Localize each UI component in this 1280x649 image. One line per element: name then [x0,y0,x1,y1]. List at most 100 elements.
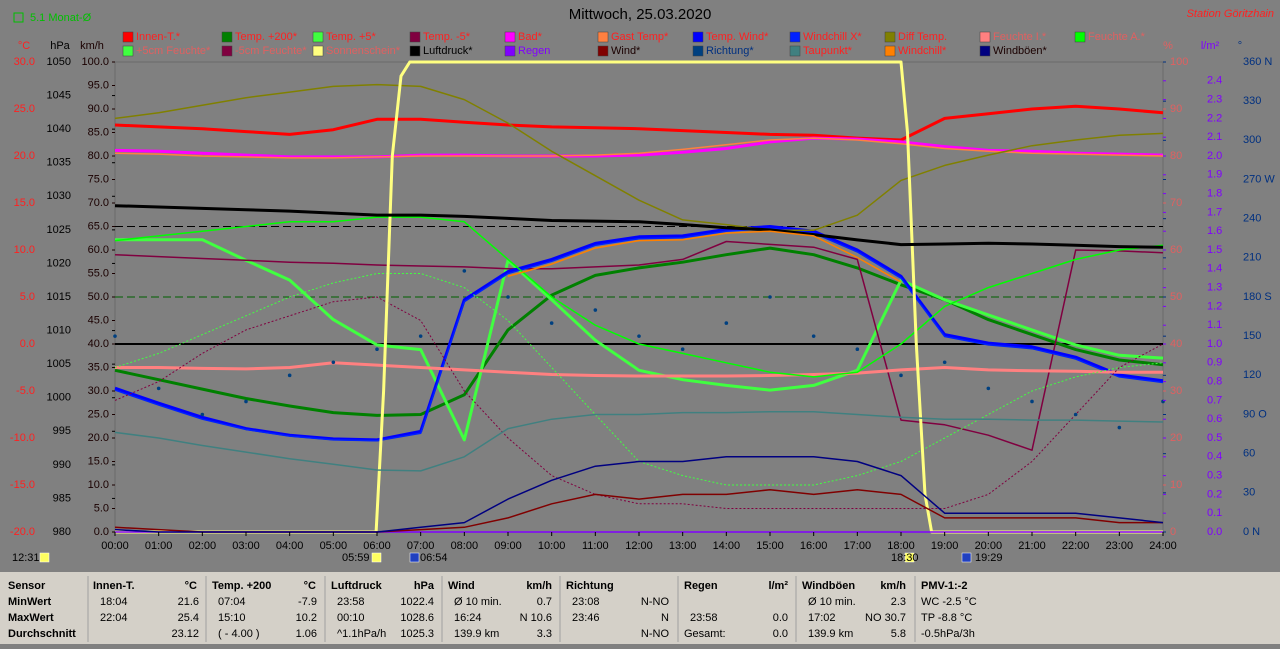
x-tick-label: 12:00 [625,540,653,552]
stats-header: Windböen [802,580,855,592]
legend-swatch [884,31,896,43]
series-dot [899,373,903,378]
y-tick-label: 35.0 [88,361,109,373]
y-tick-label: 55.0 [88,267,109,279]
y-tick-label: 1025 [47,224,71,236]
x-tick-label: 18:00 [887,540,915,552]
stats-cell: 16:24 [454,612,482,624]
legend-swatch [884,45,896,57]
legend-label: Taupunkt* [803,45,853,57]
series-line [114,83,1164,232]
series-dot [637,334,641,338]
legend-swatch [312,31,324,43]
y-tick-label: 25.0 [14,103,35,115]
series-dot [811,334,816,338]
series-line [114,136,1164,159]
legend-swatch [122,45,134,57]
stats-cell: Gesamt: [684,628,726,640]
series-dot [593,308,598,312]
y-tick-label: 10 [1170,479,1182,491]
series-dot [1030,399,1034,404]
series-line [507,230,902,283]
stats-cell: 1.06 [296,628,317,640]
y-tick-label: 1.8 [1207,188,1222,200]
y-tick-label: 1005 [47,358,71,370]
legend-label: Windböen* [993,45,1048,57]
x-tick-label: 05:00 [320,540,348,552]
stats-cell: TP -8.8 °C [921,612,972,624]
series-dot [724,321,729,325]
y-tick-label: 90.0 [88,103,109,115]
legend-swatch [409,45,421,57]
stats-cell: 5.8 [891,628,906,640]
x-tick-label: 15:00 [756,540,784,552]
series-line [114,216,1164,378]
y-tick-label: 100 [1170,56,1188,68]
y-tick-label: 90 [1170,103,1182,115]
y-tick-label: 2.3 [1207,94,1222,106]
y-tick-label: 30.0 [14,56,35,68]
y-tick-label: 30 [1170,385,1182,397]
legend-label: Bad* [518,31,543,43]
stats-cell: N [661,612,669,624]
series-dot [942,360,947,365]
y-tick-label: 1000 [47,392,71,404]
x-tick-label: 17:00 [844,540,872,552]
series-line [114,225,1164,442]
axis-unit: hPa [50,40,70,52]
y-tick-label: 20.0 [88,432,109,444]
y-tick-label: 30.0 [88,385,109,397]
y-tick-label: 80 [1170,150,1182,162]
y-tick-label: 1.9 [1207,169,1222,181]
legend-label: Windchill X* [803,31,862,43]
x-tick-label: 08:00 [451,540,479,552]
x-tick-label: 07:00 [407,540,435,552]
y-tick-label: 80.0 [88,150,109,162]
x-tick-label: 21:00 [1018,540,1046,552]
y-tick-label: 1.5 [1207,244,1222,256]
stats-header: km/h [526,580,552,592]
y-tick-label: 1.2 [1207,300,1222,312]
axis-unit: km/h [80,40,104,52]
y-tick-label: 240 [1243,213,1261,225]
y-tick-label: 70.0 [88,197,109,209]
legend-label: Diff Temp. [898,31,947,43]
x-tick-label: 24:00 [1149,540,1177,552]
y-tick-label: 1030 [47,190,71,202]
y-tick-label: 1.6 [1207,225,1222,237]
y-tick-label: 300 [1243,134,1261,146]
chart-background [0,0,1280,572]
stats-header: Temp. +200 [212,580,271,592]
stats-cell: ( - 4.00 ) [218,628,260,640]
x-tick-label: 02:00 [189,540,217,552]
series-dot [549,321,554,325]
legend-label: Innen-T.* [136,31,181,43]
stats-cell: 21.6 [178,596,199,608]
y-tick-label: 0.5 [1207,432,1222,444]
series-line [114,240,1164,451]
series-dot [156,386,161,391]
stats-header: km/h [880,580,906,592]
y-tick-label: 995 [53,425,71,437]
legend-label: Richtung* [706,45,754,57]
y-tick-label: 1015 [47,291,71,303]
series-dot [287,373,292,378]
legend-swatch [692,31,704,43]
stats-background [0,572,1280,644]
legend-swatch [692,45,704,57]
series-line [115,361,1163,378]
x-tick-label: 09:00 [494,540,522,552]
stats-row-label: MinWert [8,596,52,608]
stats-header: PMV-1:-2 [921,580,967,592]
y-tick-label: 0.1 [1207,507,1222,519]
time-marker: 18:30 [891,552,919,564]
y-tick-label: 1020 [47,257,71,269]
legend-swatch [504,45,516,57]
series-dot [768,295,772,299]
time-marker: 12:31 [12,552,40,564]
axis-unit: l/m² [1201,40,1220,52]
y-tick-label: 60 [1170,244,1182,256]
y-tick-label: 25.0 [88,408,109,420]
legend-label: Windchill* [898,45,947,57]
y-tick-label: 0.4 [1207,451,1222,463]
